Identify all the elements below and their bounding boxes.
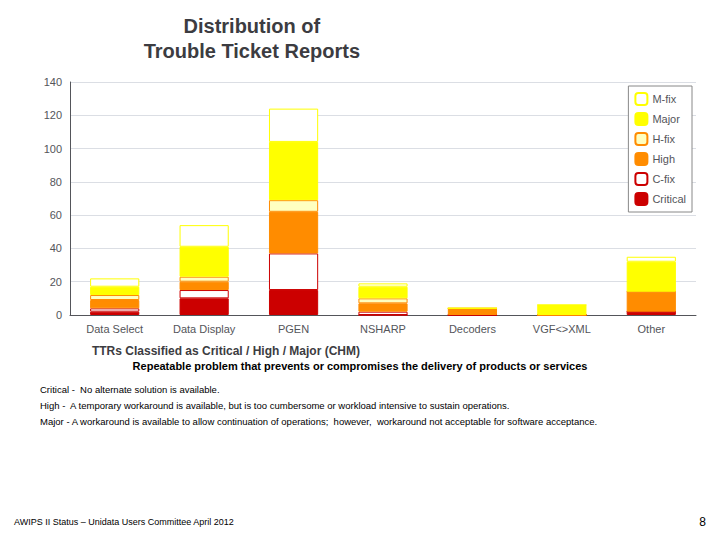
svg-text:Data Display: Data Display [173, 323, 236, 335]
svg-text:Distribution of: Distribution of [184, 15, 321, 37]
svg-text:60: 60 [50, 209, 62, 221]
svg-text:80: 80 [50, 176, 62, 188]
svg-text:20: 20 [50, 276, 62, 288]
svg-text:VGF<>XML: VGF<>XML [533, 323, 591, 335]
svg-text:Data Select: Data Select [86, 323, 143, 335]
svg-text:PGEN: PGEN [278, 323, 309, 335]
svg-text:High: High [652, 153, 675, 165]
svg-text:120: 120 [44, 109, 62, 121]
svg-text:40: 40 [50, 242, 62, 254]
svg-text:Repeatable problem that preven: Repeatable problem that prevents or comp… [133, 360, 588, 372]
svg-text:Critical - No alternate solut: Critical - No alternate solution is avai… [40, 384, 220, 395]
svg-text:Critical: Critical [652, 193, 686, 205]
svg-text:Major - A workaround is availa: Major - A workaround is available to all… [40, 416, 597, 427]
svg-text:Major: Major [652, 113, 680, 125]
svg-text:Other: Other [638, 323, 666, 335]
svg-text:H-fix: H-fix [652, 133, 675, 145]
svg-text:0: 0 [56, 309, 62, 321]
svg-text:140: 140 [44, 76, 62, 88]
svg-text:100: 100 [44, 143, 62, 155]
svg-text:NSHARP: NSHARP [360, 323, 406, 335]
svg-text:Decoders: Decoders [449, 323, 497, 335]
svg-text:M-fix: M-fix [652, 93, 676, 105]
svg-text:Trouble Ticket Reports: Trouble Ticket Reports [144, 40, 360, 62]
svg-text:AWIPS II Status – Unidata User: AWIPS II Status – Unidata Users Committe… [14, 517, 234, 527]
svg-text:C-fix: C-fix [652, 173, 675, 185]
svg-text:High - A temporary workaround: High - A temporary workaround is availab… [40, 400, 509, 411]
svg-text:TTRs Classified as Critical /: TTRs Classified as Critical / High / Maj… [92, 344, 360, 358]
svg-text:8: 8 [699, 515, 706, 529]
